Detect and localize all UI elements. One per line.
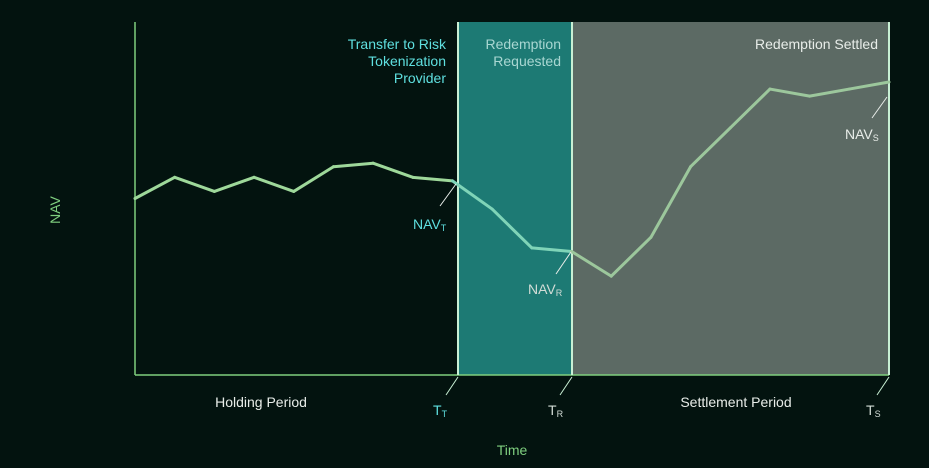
nav-t-pointer [439,183,457,207]
transfer-caption-line-1: Transfer to Risk [348,36,447,52]
nav-line-segment [808,87,851,98]
nav-line-segment [133,175,177,200]
nav-line-segment [490,207,534,250]
redemption-caption-line-1: Redemption [486,36,562,52]
nav-line-segment [252,175,296,193]
nav-line [133,80,891,278]
nav-s-label: NAVS [845,126,879,143]
t-t-pointer [445,376,459,396]
t-r-label: TR [548,402,564,419]
redemption-caption-line-2: Requested [493,53,561,69]
nav-line-segment [530,246,574,253]
t-s-pointer [876,376,890,396]
x-axis-label: Time [497,442,528,458]
nav-line-segment [570,249,613,278]
settlement-period-label: Settlement Period [680,394,791,410]
transfer-caption: Transfer to Risk Tokenization Provider [348,36,447,86]
nav-line-segment [768,87,812,98]
nav-line-segment [292,165,335,193]
nav-line-segment [212,175,256,193]
transfer-caption-line-3: Provider [394,70,446,86]
nav-line-segment [450,179,494,211]
nav-line-segment [847,80,891,91]
t-r-pointer [559,376,573,396]
t-t-label: TT [433,402,448,419]
nav-line-segment [689,126,732,169]
nav-r-pointer [555,251,572,275]
nav-line-segment [173,175,216,193]
settled-caption: Redemption Settled [755,36,878,52]
nav-line-segment [609,235,653,278]
nav-line-segment [649,165,693,239]
nav-r-label: NAVR [528,281,563,298]
holding-period-label: Holding Period [215,394,307,410]
nav-line-segment [331,161,375,169]
transfer-caption-line-2: Tokenization [368,53,446,69]
nav-line-segment [411,175,454,183]
t-s-label: TS [866,402,881,419]
y-axis-label: NAV [47,195,63,223]
redemption-settled-region [572,22,889,375]
nav-line-segment [371,161,415,179]
nav-s-pointer [871,96,888,119]
nav-line-segment [728,87,772,130]
nav-t-label: NAVT [413,216,447,233]
